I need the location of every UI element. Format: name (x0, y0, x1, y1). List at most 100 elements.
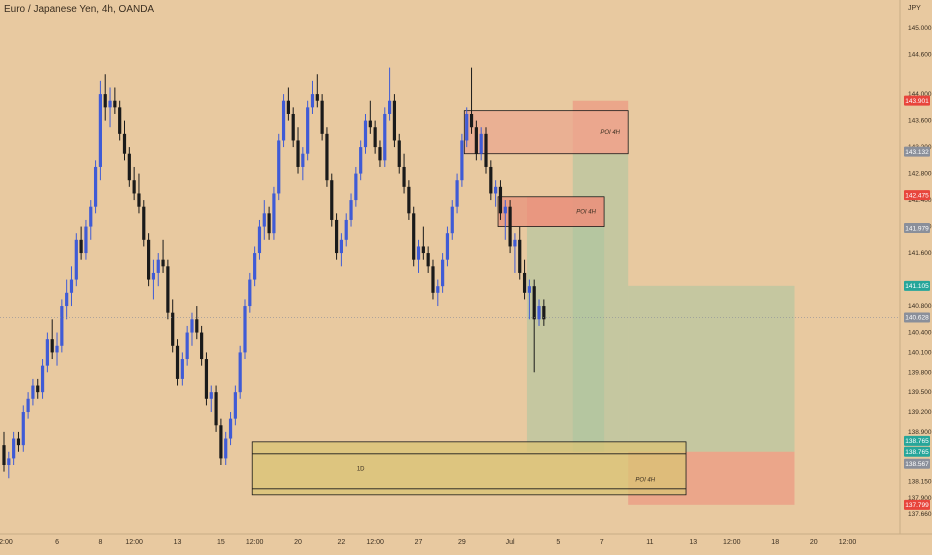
candle-body[interactable] (498, 186, 503, 214)
candle-body[interactable] (315, 94, 319, 101)
candle-body[interactable] (402, 166, 406, 187)
candle-body[interactable] (55, 345, 59, 353)
candle-body[interactable] (460, 140, 464, 181)
candle-body[interactable] (267, 213, 271, 234)
candle-body[interactable] (7, 458, 11, 466)
candle-body[interactable] (431, 266, 435, 293)
candle-body[interactable] (527, 286, 531, 293)
candle-body[interactable] (175, 345, 180, 379)
candle-body[interactable] (291, 113, 295, 141)
candle-body[interactable] (532, 286, 536, 320)
candle-body[interactable] (108, 100, 112, 108)
candle-body[interactable] (513, 239, 517, 247)
candle-body[interactable] (171, 312, 175, 346)
candle-body[interactable] (257, 226, 262, 254)
candle-body[interactable] (65, 292, 69, 307)
price-axis[interactable]: 145.000144.600144.000143.600143.200142.8… (904, 25, 932, 518)
candle-body[interactable] (503, 206, 507, 214)
candle-body[interactable] (137, 193, 141, 207)
candle-body[interactable] (214, 392, 218, 426)
candle-body[interactable] (151, 272, 156, 280)
candle-body[interactable] (426, 253, 430, 267)
candle-body[interactable] (2, 445, 6, 466)
price-badge[interactable] (904, 95, 930, 106)
candle-body[interactable] (233, 392, 237, 419)
candle-body[interactable] (93, 166, 98, 207)
candle-body[interactable] (320, 100, 324, 134)
price-badge[interactable] (904, 458, 930, 469)
candle-body[interactable] (330, 180, 334, 220)
candle-body[interactable] (200, 332, 204, 360)
candle-body[interactable] (441, 259, 445, 287)
position-target-zone-1[interactable] (526, 226, 605, 452)
zone-box-1[interactable] (497, 196, 605, 227)
candle-body[interactable] (45, 339, 49, 366)
candle-body[interactable] (465, 113, 469, 141)
candle-body[interactable] (31, 385, 35, 399)
zone-box-0[interactable] (463, 110, 629, 155)
candle-body[interactable] (383, 113, 387, 161)
candle-body[interactable] (508, 206, 512, 247)
candle-body[interactable] (79, 239, 83, 254)
candle-body[interactable] (306, 107, 310, 154)
candle-body[interactable] (224, 438, 228, 459)
candle-body[interactable] (40, 365, 45, 393)
candle-body[interactable] (469, 113, 474, 128)
zone-box-2[interactable] (251, 441, 687, 496)
candle-body[interactable] (301, 153, 305, 167)
candle-body[interactable] (204, 359, 209, 399)
price-badge[interactable] (904, 222, 930, 233)
candle-body[interactable] (89, 206, 93, 227)
candle-body[interactable] (238, 352, 242, 393)
price-badge[interactable] (904, 280, 930, 291)
candle-body[interactable] (325, 133, 329, 181)
candle-body[interactable] (219, 425, 223, 459)
position-target-zone-2[interactable] (628, 285, 795, 452)
candle-body[interactable] (12, 438, 16, 459)
candle-body[interactable] (455, 180, 459, 207)
candle-body[interactable] (359, 147, 363, 174)
candle-body[interactable] (36, 385, 40, 393)
candle-body[interactable] (253, 253, 257, 280)
candle-body[interactable] (60, 306, 64, 346)
candle-body[interactable] (21, 412, 25, 446)
price-badge[interactable] (904, 499, 930, 510)
candle-body[interactable] (388, 100, 392, 114)
candle-body[interactable] (397, 140, 401, 167)
candle-body[interactable] (228, 418, 233, 439)
candle-body[interactable] (518, 239, 522, 273)
candle-body[interactable] (474, 127, 478, 154)
candle-body[interactable] (190, 319, 194, 333)
candle-body[interactable] (479, 133, 483, 154)
candle-body[interactable] (296, 140, 300, 167)
candle-body[interactable] (445, 233, 450, 260)
candle-body[interactable] (484, 133, 488, 167)
candle-body[interactable] (122, 133, 127, 154)
candle-body[interactable] (185, 332, 189, 360)
candle-body[interactable] (373, 127, 377, 148)
candle-body[interactable] (248, 279, 252, 307)
candle-body[interactable] (156, 259, 160, 273)
candle-body[interactable] (378, 147, 382, 161)
candle-body[interactable] (412, 213, 416, 260)
candle-body[interactable] (349, 200, 353, 220)
candle-body[interactable] (132, 180, 136, 194)
candle-body[interactable] (368, 120, 372, 128)
candle-body[interactable] (147, 239, 151, 280)
candle-body[interactable] (180, 359, 184, 379)
candle-body[interactable] (522, 272, 527, 293)
candle-body[interactable] (103, 94, 107, 108)
candle-body[interactable] (334, 219, 339, 254)
price-badge[interactable] (904, 190, 930, 201)
candle-body[interactable] (84, 226, 88, 254)
candle-body[interactable] (344, 219, 348, 240)
candle-body[interactable] (339, 239, 343, 254)
price-badge[interactable] (904, 312, 930, 323)
candle-body[interactable] (195, 319, 199, 333)
candle-body[interactable] (281, 100, 286, 141)
candle-body[interactable] (69, 279, 74, 293)
candle-body[interactable] (243, 306, 247, 353)
candle-body[interactable] (161, 259, 165, 267)
candle-body[interactable] (537, 306, 541, 320)
